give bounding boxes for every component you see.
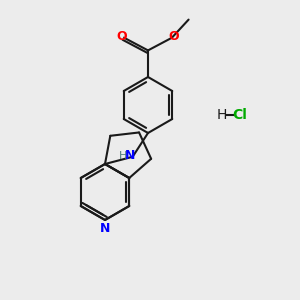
Text: Cl: Cl	[232, 108, 247, 122]
Text: N: N	[100, 222, 110, 235]
Text: H: H	[217, 108, 227, 122]
Text: O: O	[169, 30, 179, 43]
Text: O: O	[116, 30, 127, 43]
Text: N: N	[124, 149, 135, 162]
Text: H: H	[118, 151, 127, 161]
